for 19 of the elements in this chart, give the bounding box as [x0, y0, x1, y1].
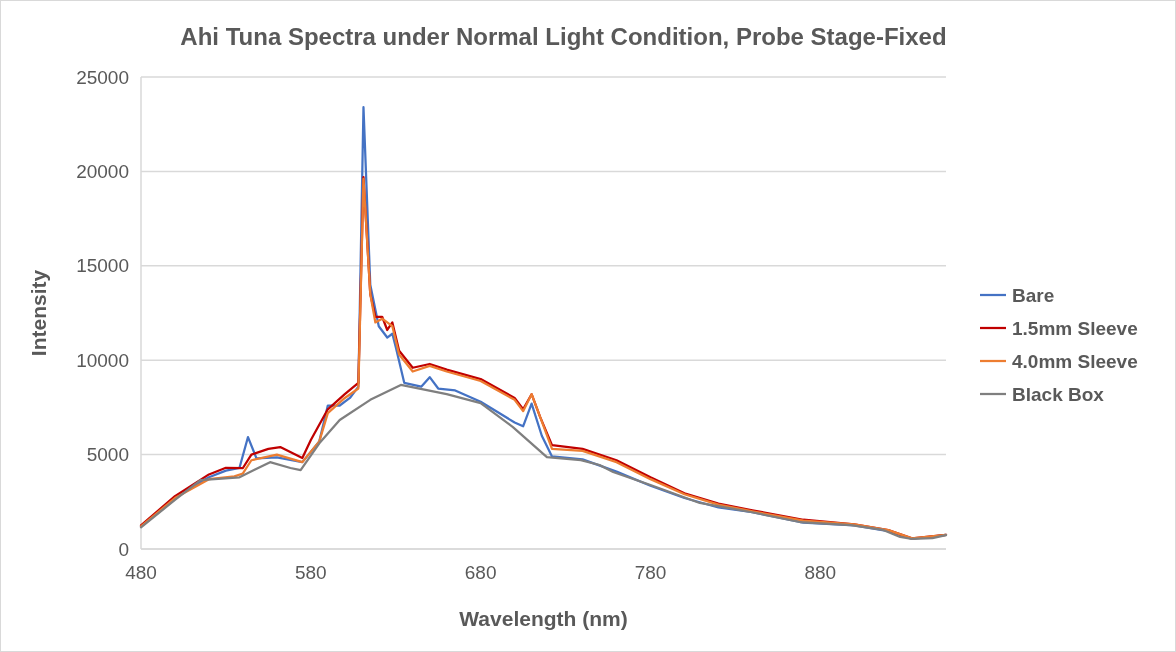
- legend-label: 1.5mm Sleeve: [1012, 317, 1138, 339]
- x-tick-label: 580: [294, 562, 327, 583]
- y-tick-label: 0: [118, 538, 129, 560]
- legend-label: Bare: [1012, 284, 1055, 306]
- line-series: [139, 383, 948, 541]
- y-tick-label: 25000: [76, 66, 129, 88]
- x-axis-title: Wavelength (nm): [459, 607, 628, 630]
- y-tick-label: 15000: [76, 255, 129, 277]
- y-tick-label: 10000: [76, 349, 129, 371]
- x-tick-label: 680: [464, 562, 497, 583]
- y-tick-label: 5000: [86, 444, 129, 466]
- y-axis-title: Intensity: [27, 269, 50, 357]
- legend-label: 4.0mm Sleeve: [1012, 350, 1138, 372]
- x-tick-label: 880: [804, 562, 837, 583]
- legend-label: Black Box: [1012, 383, 1105, 405]
- x-tick-label: 780: [634, 562, 667, 583]
- y-tick-label: 20000: [76, 161, 129, 183]
- x-tick-label: 480: [125, 562, 157, 583]
- chart-title: Ahi Tuna Spectra under Normal Light Condition, Probe Stage-Fixed: [180, 23, 947, 50]
